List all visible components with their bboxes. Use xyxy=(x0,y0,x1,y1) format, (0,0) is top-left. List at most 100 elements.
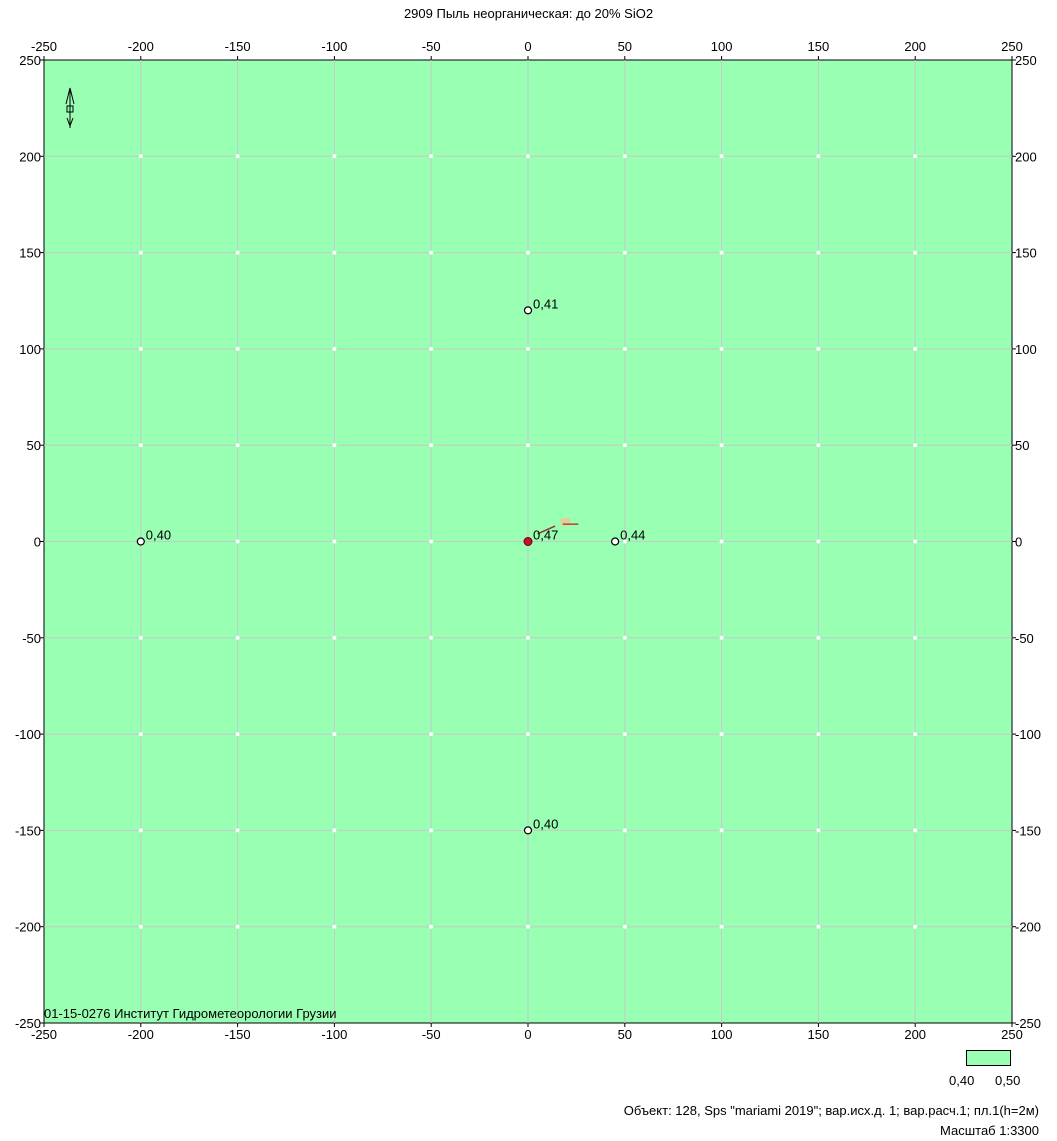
x-tick-label-bottom: -100 xyxy=(321,1027,347,1042)
grid-node xyxy=(816,154,820,158)
grid-node xyxy=(139,154,143,158)
grid-node xyxy=(332,828,336,832)
grid-node xyxy=(913,347,917,351)
grid-node xyxy=(816,828,820,832)
x-tick-label-top: 50 xyxy=(618,39,632,54)
grid-node xyxy=(332,636,336,640)
grid-node xyxy=(332,925,336,929)
y-tick-label-right: -250 xyxy=(1015,1016,1041,1031)
grid-node xyxy=(526,925,530,929)
grid-node xyxy=(526,636,530,640)
y-tick-label-left: 50 xyxy=(27,438,41,453)
x-tick-label-top: -50 xyxy=(422,39,441,54)
y-tick-label-right: -50 xyxy=(1015,631,1034,646)
grid-node xyxy=(720,154,724,158)
x-tick-label-top: -250 xyxy=(31,39,57,54)
grid-node xyxy=(236,925,240,929)
grid-node xyxy=(332,347,336,351)
receptor-point xyxy=(137,538,144,545)
grid-node xyxy=(429,154,433,158)
y-tick-label-right: -200 xyxy=(1015,920,1041,935)
grid-node xyxy=(429,540,433,544)
grid-node xyxy=(526,154,530,158)
grid-node xyxy=(623,828,627,832)
x-tick-label-bottom: -50 xyxy=(422,1027,441,1042)
grid-node xyxy=(332,732,336,736)
y-tick-label-left: 250 xyxy=(19,53,41,68)
x-tick-label-top: 200 xyxy=(904,39,926,54)
legend-min-label: 0,40 xyxy=(949,1073,974,1088)
y-tick-label-left: 100 xyxy=(19,342,41,357)
y-tick-label-right: -150 xyxy=(1015,823,1041,838)
grid-node xyxy=(623,251,627,255)
y-tick-label-left: 200 xyxy=(19,149,41,164)
x-tick-label-top: 150 xyxy=(808,39,830,54)
point-label: 0,44 xyxy=(620,528,645,543)
grid-node xyxy=(429,732,433,736)
receptor-point xyxy=(612,538,619,545)
grid-node xyxy=(429,443,433,447)
y-tick-label-left: -50 xyxy=(22,631,41,646)
x-tick-label-bottom: 0 xyxy=(524,1027,531,1042)
receptor-point xyxy=(524,538,532,546)
y-tick-label-right: 50 xyxy=(1015,438,1029,453)
grid-node xyxy=(236,154,240,158)
grid-node xyxy=(139,828,143,832)
y-tick-label-left: -100 xyxy=(15,727,41,742)
grid-node xyxy=(720,540,724,544)
receptor-point xyxy=(525,307,532,314)
y-tick-label-right: -100 xyxy=(1015,727,1041,742)
grid-node xyxy=(236,251,240,255)
grid-node xyxy=(623,443,627,447)
grid-node xyxy=(332,540,336,544)
x-tick-label-top: -200 xyxy=(128,39,154,54)
x-tick-label-top: 100 xyxy=(711,39,733,54)
y-tick-label-right: 100 xyxy=(1015,342,1037,357)
grid-node xyxy=(720,347,724,351)
grid-node xyxy=(913,540,917,544)
y-tick-label-right: 200 xyxy=(1015,149,1037,164)
x-tick-label-top: -100 xyxy=(321,39,347,54)
legend-max-label: 0,50 xyxy=(995,1073,1020,1088)
grid-node xyxy=(720,636,724,640)
grid-node xyxy=(623,925,627,929)
grid-node xyxy=(623,347,627,351)
y-tick-label-left: 0 xyxy=(34,535,41,550)
grid-node xyxy=(236,347,240,351)
point-label: 0,41 xyxy=(533,296,558,311)
grid-node xyxy=(720,925,724,929)
y-tick-label-left: -250 xyxy=(15,1016,41,1031)
grid-node xyxy=(913,828,917,832)
x-tick-label-top: -150 xyxy=(225,39,251,54)
grid-node xyxy=(816,732,820,736)
x-tick-label-bottom: 200 xyxy=(904,1027,926,1042)
grid-node xyxy=(816,636,820,640)
grid-node xyxy=(526,251,530,255)
x-tick-label-bottom: 100 xyxy=(711,1027,733,1042)
point-label: 0,40 xyxy=(533,816,558,831)
grid-node xyxy=(913,443,917,447)
grid-node xyxy=(720,251,724,255)
x-tick-label-bottom: -150 xyxy=(225,1027,251,1042)
y-tick-label-left: 150 xyxy=(19,246,41,261)
grid-node xyxy=(816,443,820,447)
grid-node xyxy=(139,443,143,447)
grid-node xyxy=(623,732,627,736)
grid-node xyxy=(139,732,143,736)
grid-node xyxy=(720,828,724,832)
copyright-label: 01-15-0276 Институт Гидрометеорологии Гр… xyxy=(44,1006,337,1021)
grid-node xyxy=(913,732,917,736)
grid-node xyxy=(526,347,530,351)
grid-node xyxy=(139,347,143,351)
y-tick-label-left: -150 xyxy=(15,823,41,838)
y-tick-label-right: 0 xyxy=(1015,535,1022,550)
grid-node xyxy=(816,925,820,929)
scale-label: Масштаб 1:3300 xyxy=(940,1123,1039,1138)
grid-node xyxy=(816,540,820,544)
x-tick-label-bottom: -200 xyxy=(128,1027,154,1042)
y-tick-label-right: 250 xyxy=(1015,53,1037,68)
x-tick-label-bottom: 150 xyxy=(808,1027,830,1042)
grid-node xyxy=(429,347,433,351)
y-tick-label-right: 150 xyxy=(1015,246,1037,261)
